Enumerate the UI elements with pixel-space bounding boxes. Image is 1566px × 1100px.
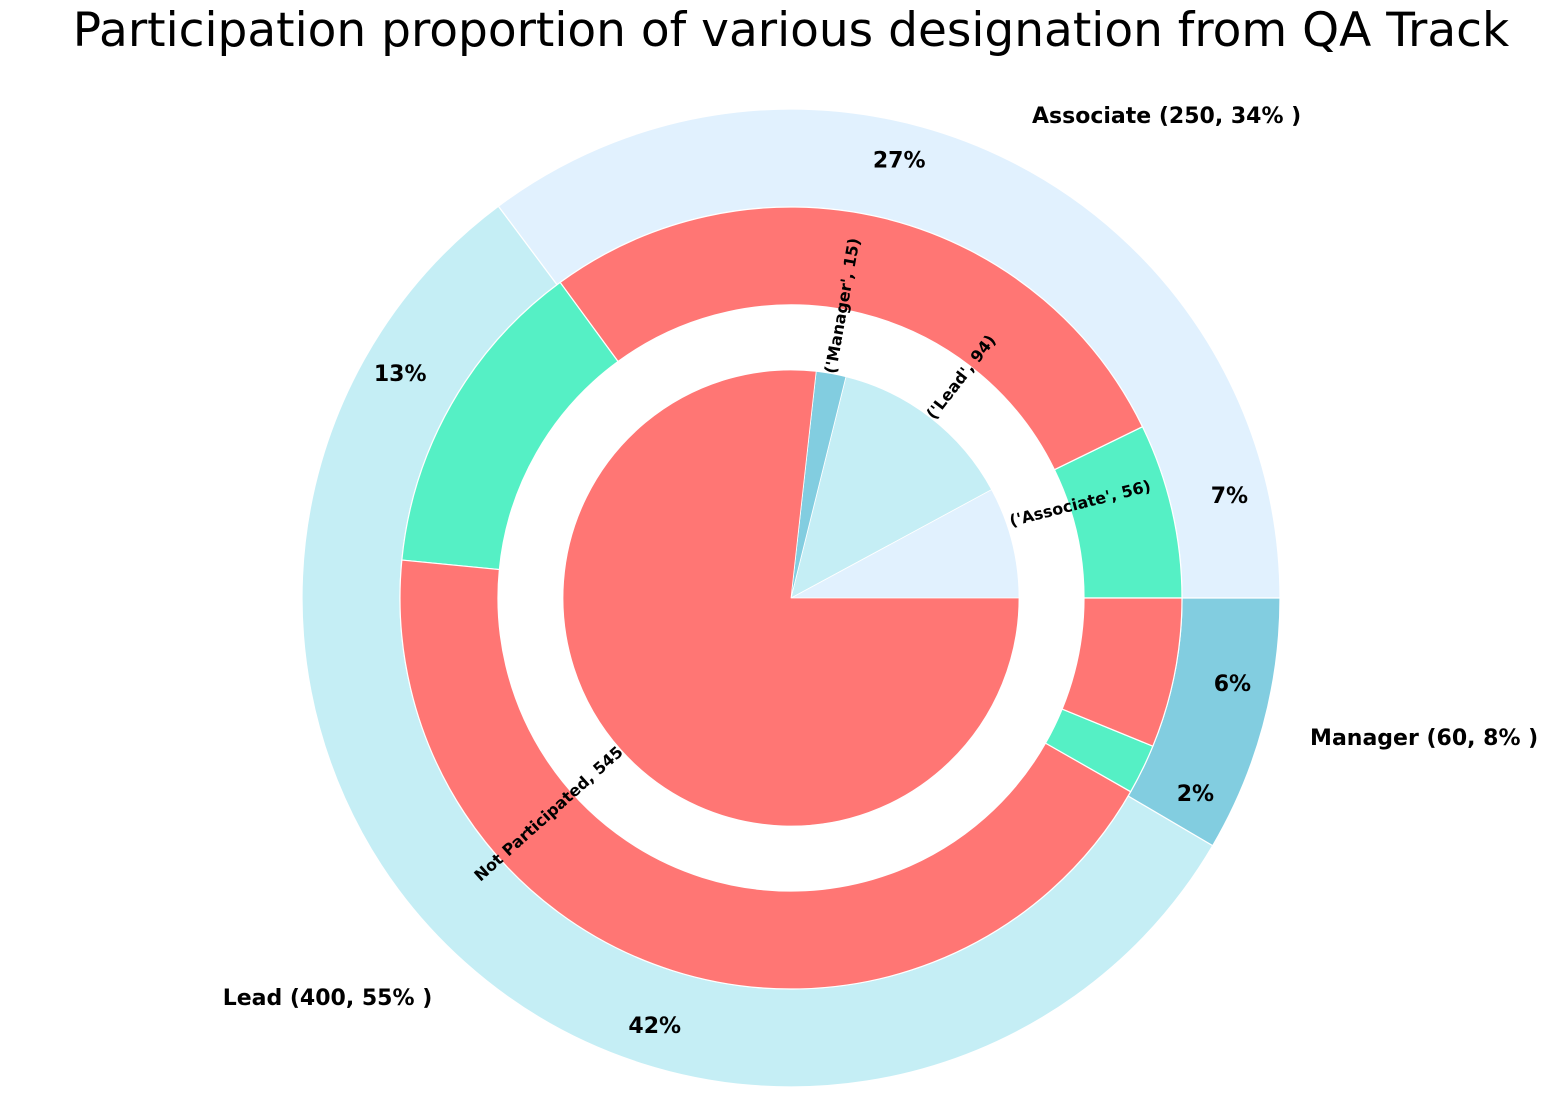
inner-pie-slice-1: [790, 376, 992, 599]
inner-pie: [562, 369, 1020, 827]
middle-ring-slice-5: [1061, 597, 1183, 747]
middle-ring-pct-label-5: 6%: [1214, 672, 1251, 697]
middle-ring: [399, 206, 1183, 990]
middle-ring-pct-label-0: 7%: [1211, 484, 1248, 509]
outer-ring-label-0: Associate (250, 34% ): [1032, 104, 1301, 129]
chart-title: Participation proportion of various desi…: [73, 3, 1510, 58]
inner-pie-slice-3: [562, 369, 1020, 827]
middle-ring-slice-3: [399, 559, 1132, 990]
middle-ring-pct-label-3: 42%: [628, 1014, 681, 1039]
middle-ring-pct-label-2: 13%: [374, 362, 427, 387]
outer-ring-label-1: Lead (400, 55% ): [223, 986, 433, 1011]
middle-ring-slice-1: [559, 206, 1144, 471]
middle-ring-pct-label-1: 27%: [873, 148, 926, 173]
inner-pie-slice-0: [790, 489, 1020, 599]
middle-ring-pct-label-4: 2%: [1177, 782, 1214, 807]
outer-ring-label-2: Manager (60, 8% ): [1310, 726, 1538, 751]
